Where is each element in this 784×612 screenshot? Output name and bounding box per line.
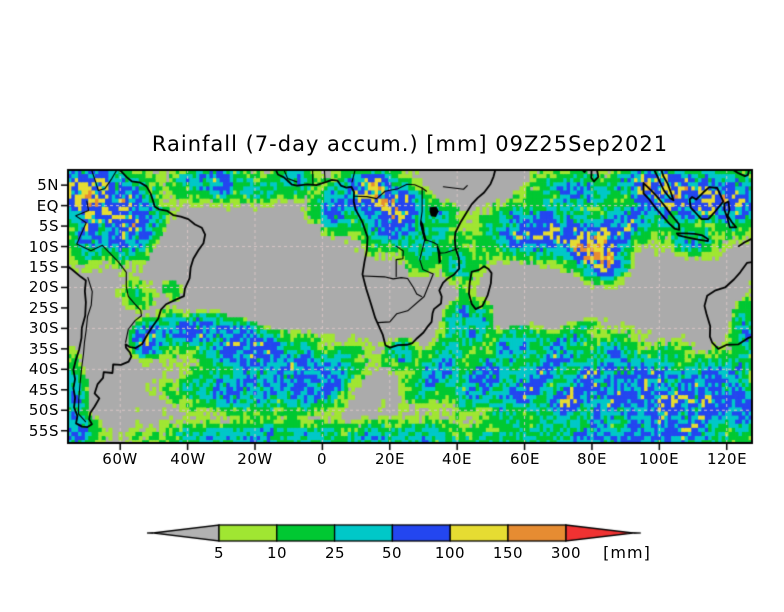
lon-tick-label-60w: 60W	[102, 450, 138, 468]
lon-tick-label-100e: 100E	[638, 450, 680, 468]
lat-tick-label-45s: 45S	[28, 381, 59, 399]
lat-tick-label-35s: 35S	[28, 340, 59, 358]
lat-tick-label-40s: 40S	[28, 360, 59, 378]
lon-tick-label-20w: 20W	[237, 450, 273, 468]
lon-tick-label-40e: 40E	[441, 450, 473, 468]
colorbar-level-label-5: 5	[213, 544, 225, 562]
colorbar-level-label-10: 10	[266, 544, 288, 562]
lon-tick-label-0: 0	[316, 450, 328, 468]
colorbar-level-label-100: 100	[434, 544, 466, 562]
lat-tick-label-30s: 30S	[28, 319, 59, 337]
lon-tick-label-20e: 20E	[374, 450, 406, 468]
lat-tick-label-15s: 15S	[28, 258, 59, 276]
lon-tick-label-80e: 80E	[576, 450, 608, 468]
lat-tick-label-20s: 20S	[28, 278, 59, 296]
lat-tick-label-5n: 5N	[37, 176, 59, 194]
lat-tick-label-5s: 5S	[38, 217, 59, 235]
colorbar-unit-label: [mm]	[603, 543, 651, 562]
lat-tick-label-eq: EQ	[36, 197, 59, 215]
colorbar-level-label-50: 50	[381, 544, 403, 562]
lon-tick-label-60e: 60E	[509, 450, 541, 468]
lon-tick-label-120e: 120E	[706, 450, 748, 468]
lon-tick-label-40w: 40W	[170, 450, 206, 468]
colorbar-level-label-25: 25	[324, 544, 346, 562]
plot-title: Rainfall (7-day accum.) [mm] 09Z25Sep202…	[151, 132, 669, 156]
lat-tick-label-10s: 10S	[28, 238, 59, 256]
lat-tick-label-25s: 25S	[28, 299, 59, 317]
colorbar-level-label-300: 300	[550, 544, 582, 562]
lat-tick-label-55s: 55S	[28, 422, 59, 440]
colorbar-level-label-150: 150	[492, 544, 524, 562]
lat-tick-label-50s: 50S	[28, 401, 59, 419]
